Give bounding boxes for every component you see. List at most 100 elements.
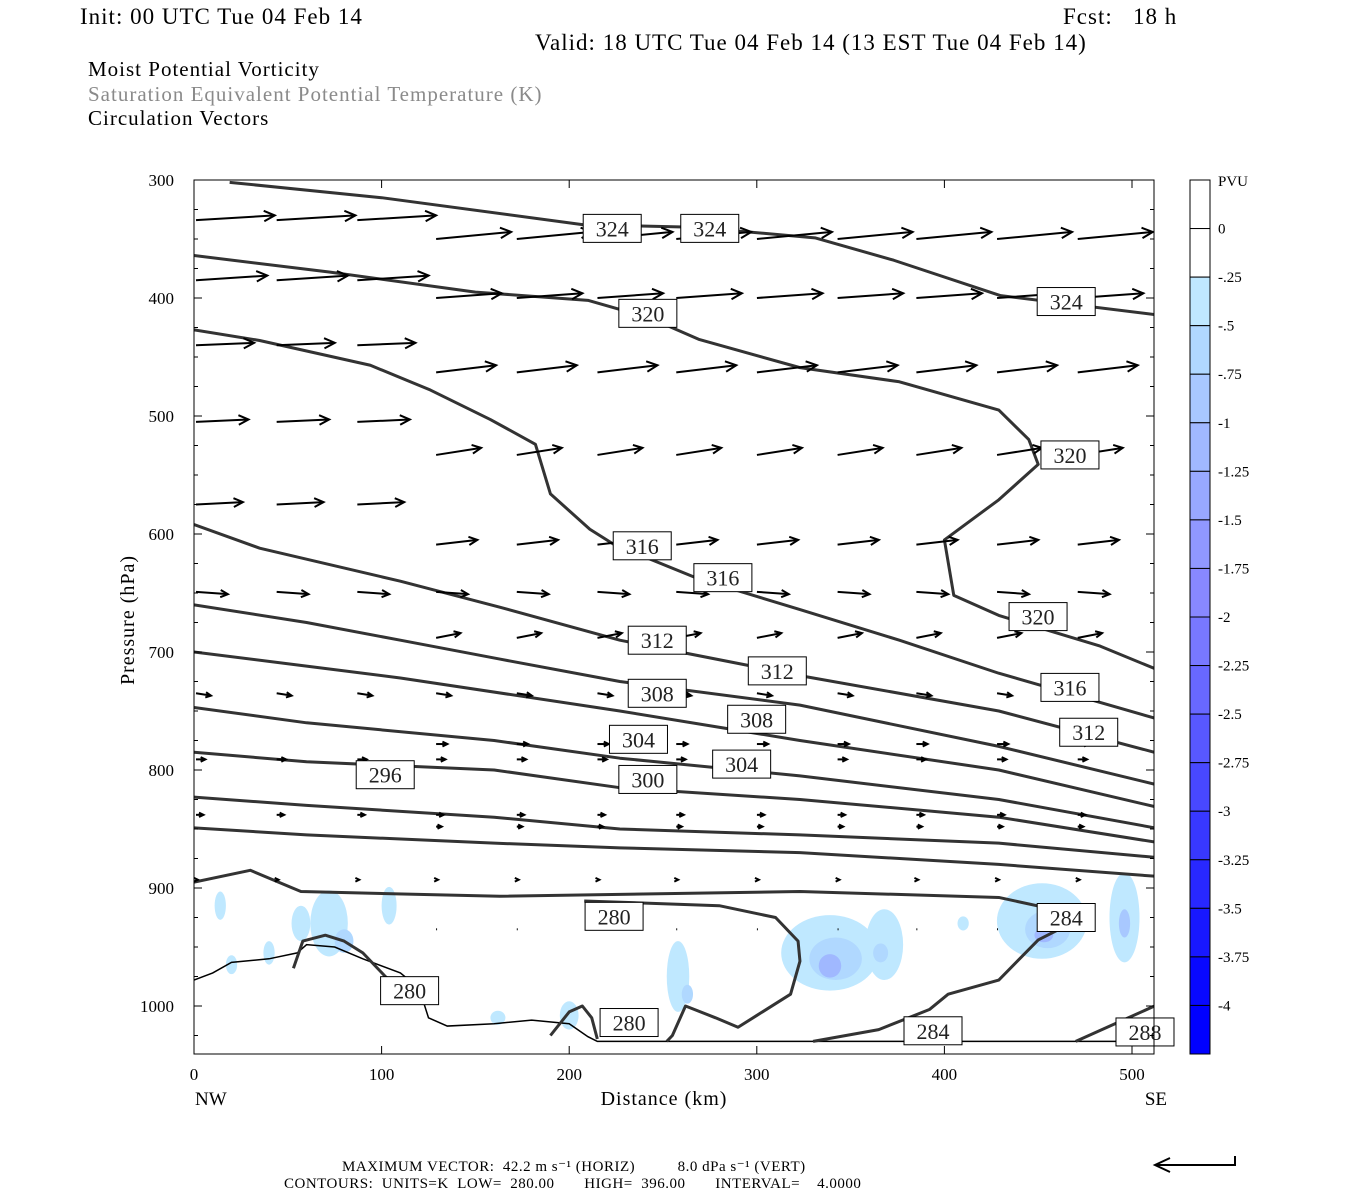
- contour-label-box: [618, 764, 678, 794]
- circulation-vector: [516, 230, 592, 240]
- theta-es-contour-308: [194, 603, 1154, 786]
- contour-label-box: [1040, 440, 1100, 470]
- circulation-vector: [597, 590, 630, 596]
- field-title-vectors: Circulation Vectors: [88, 106, 270, 130]
- theta-es-contour-304: [194, 650, 1154, 809]
- vector-arrowhead: [219, 589, 231, 599]
- y-tick-label: 500: [149, 407, 175, 426]
- colorbar-box: [1189, 665, 1211, 715]
- vector-arrowhead: [933, 630, 944, 639]
- vector-arrowhead: [757, 823, 765, 830]
- theta-es-contour-324: [229, 180, 1154, 316]
- circulation-vector: [996, 692, 1013, 697]
- x-tick-label: 500: [1119, 1065, 1145, 1084]
- circulation-vector: [756, 446, 803, 456]
- y-tick-label: 800: [149, 761, 175, 780]
- contour-label: 296: [369, 763, 402, 788]
- colorbar-box: [1189, 519, 1211, 569]
- vector-arrowhead: [468, 535, 480, 546]
- x-tick-label: 200: [556, 1065, 582, 1084]
- colorbar-box: [1189, 859, 1211, 909]
- colorbar-box: [1189, 422, 1211, 472]
- vector-arrowhead: [891, 287, 906, 301]
- circulation-vector: [837, 590, 870, 596]
- vector-arrowhead: [313, 497, 326, 508]
- vector-arrowhead: [754, 876, 762, 883]
- vector-arrowhead: [762, 740, 771, 748]
- vector-arrowhead: [660, 226, 675, 239]
- vector-arrowhead: [200, 756, 208, 763]
- circulation-vector: [276, 274, 349, 282]
- contour-label-box: [380, 976, 440, 1006]
- vector-arrowhead: [811, 287, 825, 301]
- circulation-vector: [516, 292, 583, 299]
- theta-es-contour-320: [194, 254, 1154, 670]
- contour-label-box: [680, 213, 740, 243]
- vector-arrowhead: [693, 630, 703, 639]
- vector-arrowhead: [441, 740, 450, 748]
- y-tick-label: 300: [149, 171, 175, 190]
- y-tick-label: 600: [149, 525, 175, 544]
- contour-label-box: [1059, 717, 1119, 747]
- x-tick-label: 100: [369, 1065, 395, 1084]
- vector-arrowhead: [595, 876, 602, 883]
- circulation-vector: [357, 274, 429, 282]
- circulation-vector: [916, 364, 977, 374]
- vector-arrowhead: [901, 226, 915, 239]
- x-tick-label: 0: [190, 1065, 199, 1084]
- vector-arrowhead: [233, 497, 246, 508]
- circulation-vector: [195, 341, 255, 347]
- circulation-vector: [916, 632, 941, 639]
- colorbar-box: [1189, 179, 1211, 230]
- circulation-vector: [276, 214, 356, 222]
- pv-shade: [214, 891, 226, 920]
- circulation-vector: [276, 341, 335, 347]
- vector-arrowhead: [285, 691, 294, 699]
- contour-label-box: [747, 656, 807, 686]
- circulation-vector: [676, 292, 742, 299]
- vector-arrowhead: [603, 740, 612, 748]
- circulation-vector: [996, 632, 1022, 639]
- vector-arrowhead: [598, 823, 606, 830]
- circulation-vector: [357, 341, 416, 347]
- vector-arrowhead: [600, 811, 608, 818]
- vector-arrowhead: [1002, 740, 1011, 748]
- vector-arrowhead: [517, 823, 525, 830]
- circulation-vector: [756, 230, 833, 240]
- vector-arrowhead: [366, 691, 375, 699]
- circulation-vector: [837, 538, 879, 546]
- vector-arrowhead: [951, 444, 964, 455]
- vector-arrowhead: [1141, 226, 1154, 239]
- vector-arrowhead: [841, 756, 850, 763]
- colorbar-box: [1189, 956, 1211, 1006]
- colorbar-label: -1.25: [1218, 464, 1249, 480]
- vector-arrowhead: [484, 360, 499, 373]
- vector-arrowhead: [948, 535, 960, 546]
- y-tick-label: 900: [149, 879, 175, 898]
- contour-label-box: [1040, 672, 1100, 702]
- vector-arrowhead: [522, 740, 531, 748]
- vector-arrowhead: [437, 823, 445, 830]
- circulation-vector: [837, 632, 863, 639]
- vector-arrowhead: [925, 691, 934, 699]
- vector-arrowhead: [1078, 823, 1086, 830]
- contour-label-box: [712, 749, 772, 779]
- circulation-vector: [756, 364, 818, 374]
- vector-arrowhead: [1075, 876, 1082, 883]
- colorbar-box: [1189, 762, 1211, 812]
- pv-shade: [873, 943, 889, 963]
- circulation-vector: [597, 446, 643, 456]
- circulation-vector: [436, 538, 478, 546]
- colorbar-box: [1189, 276, 1211, 327]
- circulation-vector: [195, 692, 212, 697]
- vector-arrowhead: [711, 444, 724, 455]
- vector-arrowhead: [533, 630, 544, 639]
- contour-label-box: [1036, 287, 1096, 317]
- theta-es-contour-280: [584, 899, 802, 1043]
- circulation-vector: [676, 538, 718, 546]
- circulation-vector: [676, 590, 709, 596]
- vector-arrowhead: [651, 287, 666, 301]
- vector-arrowhead: [280, 756, 289, 763]
- circulation-vector: [1077, 364, 1138, 374]
- circulation-vector: [837, 230, 913, 240]
